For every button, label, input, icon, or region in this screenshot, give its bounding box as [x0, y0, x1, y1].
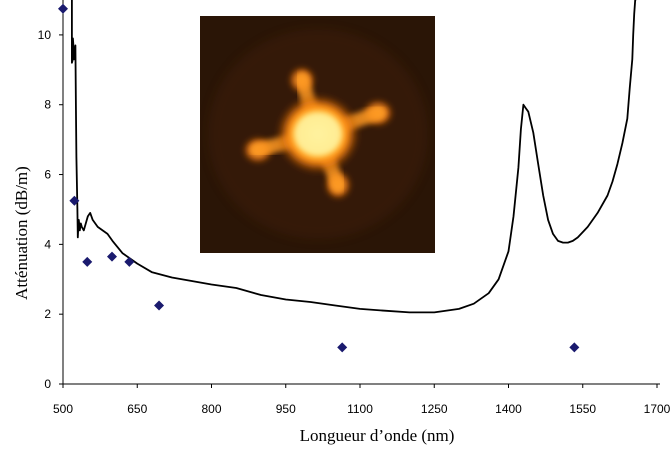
x-tick-label: 1400: [495, 402, 522, 416]
x-tick-label: 1100: [347, 402, 373, 416]
y-tick-label: 10: [38, 28, 52, 42]
y-tick-label: 0: [44, 377, 51, 391]
x-tick-label: 500: [53, 402, 73, 416]
x-axis-title: Longueur d’onde (nm): [300, 426, 455, 445]
y-axis-ticks: 0 2 4 6 8 10: [38, 28, 63, 391]
x-tick-label: 950: [276, 402, 296, 416]
data-point-diamond: [154, 300, 165, 311]
data-point-diamond: [107, 251, 118, 262]
y-axis-title: Atténuation (dB/m): [12, 166, 31, 300]
data-point-diamond: [69, 195, 80, 206]
y-tick-label: 2: [44, 307, 51, 321]
x-tick-label: 1250: [421, 402, 448, 416]
data-point-diamond: [569, 342, 580, 353]
x-tick-label: 650: [127, 402, 147, 416]
plot-area: [58, 0, 637, 353]
data-point-diamond: [124, 256, 135, 267]
data-point-diamond: [337, 342, 348, 353]
x-tick-label: 1700: [644, 402, 671, 416]
data-point-diamond: [82, 256, 93, 267]
fiber-core-photo: [200, 16, 435, 253]
x-axis-ticks: 500 650 800 950 1100 1250 1400 1550 1700: [53, 384, 671, 416]
x-tick-label: 1550: [569, 402, 596, 416]
attenuation-spectrum-line: [71, 0, 637, 314]
y-tick-label: 6: [44, 168, 51, 182]
y-tick-label: 4: [44, 237, 51, 251]
x-tick-label: 800: [201, 402, 221, 416]
data-point-diamond: [58, 3, 68, 14]
y-tick-label: 8: [44, 98, 51, 112]
